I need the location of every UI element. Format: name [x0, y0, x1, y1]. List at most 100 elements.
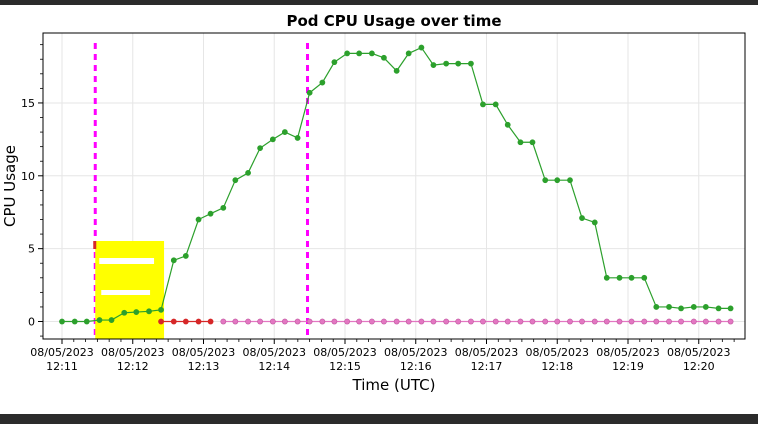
data-point-green: [641, 274, 648, 281]
data-point-green: [727, 305, 734, 312]
x-tick-time: 12:19: [612, 360, 644, 373]
data-point-pink: [641, 318, 648, 325]
data-point-pink: [306, 318, 313, 325]
data-point-pink: [603, 318, 610, 325]
x-tick-date: 08/05/2023: [101, 346, 164, 359]
data-point-green: [281, 129, 288, 135]
chart-title: Pod CPU Usage over time: [286, 12, 501, 30]
data-point-green: [344, 50, 351, 57]
data-point-pink: [715, 318, 722, 325]
data-point-green: [542, 177, 549, 184]
data-point-green: [702, 304, 709, 310]
data-point-pink: [281, 318, 288, 325]
y-tick-label: 10: [21, 170, 35, 183]
data-point-green: [653, 304, 660, 310]
data-point-green: [393, 67, 400, 74]
data-point-green: [269, 136, 276, 143]
data-point-green: [71, 318, 78, 325]
data-point-pink: [455, 318, 462, 325]
data-point-pink: [666, 318, 672, 325]
data-point-pink: [393, 318, 400, 325]
redaction-red-mark: [93, 241, 97, 249]
data-point-pink: [567, 318, 573, 325]
data-point-red: [158, 318, 164, 325]
x-tick-date: 08/05/2023: [384, 346, 447, 359]
data-point-pink: [653, 318, 660, 325]
data-point-green: [232, 177, 239, 184]
data-point-green: [418, 44, 425, 51]
data-point-green: [628, 274, 635, 281]
data-point-green: [368, 50, 375, 57]
data-point-green: [504, 121, 511, 128]
data-point-green: [480, 101, 486, 108]
data-point-green: [430, 62, 437, 68]
data-point-pink: [554, 318, 561, 325]
x-tick-time: 12:18: [541, 360, 573, 373]
data-point-green: [554, 177, 561, 184]
data-point-green: [567, 177, 573, 184]
x-tick-date: 08/05/2023: [526, 346, 589, 359]
data-point-green: [591, 219, 598, 226]
data-point-pink: [468, 318, 474, 325]
data-point-green: [220, 204, 227, 211]
data-point-pink: [269, 318, 276, 325]
data-point-red: [170, 318, 177, 325]
data-point-green: [245, 169, 251, 176]
data-point-green: [678, 305, 684, 312]
data-point-green: [579, 215, 585, 221]
x-tick-time: 12:13: [188, 360, 220, 373]
data-point-pink: [727, 318, 734, 325]
data-point-green: [616, 274, 623, 281]
redaction-gap: [101, 290, 151, 295]
data-point-green: [492, 101, 499, 108]
x-tick-date: 08/05/2023: [596, 346, 659, 359]
data-point-green: [690, 304, 697, 310]
y-axis-label: CPU Usage: [1, 145, 19, 227]
data-point-pink: [591, 318, 598, 325]
data-point-green: [468, 60, 474, 67]
data-point-green: [195, 216, 202, 223]
data-point-green: [294, 135, 301, 141]
data-point-pink: [542, 318, 549, 325]
y-tick-label: 5: [28, 243, 35, 256]
data-point-red: [207, 318, 214, 325]
x-tick-date: 08/05/2023: [172, 346, 235, 359]
data-point-green: [715, 305, 722, 312]
bottom-window-bar: [0, 414, 758, 424]
data-point-pink: [418, 318, 425, 325]
x-tick-time: 12:12: [117, 360, 149, 373]
x-tick-date: 08/05/2023: [455, 346, 518, 359]
top-window-bar: [0, 0, 758, 5]
redaction-gap: [99, 258, 155, 264]
data-point-pink: [430, 318, 437, 325]
x-tick-date: 08/05/2023: [243, 346, 306, 359]
x-tick-time: 12:17: [471, 360, 503, 373]
data-point-green: [455, 60, 462, 67]
data-point-pink: [702, 318, 709, 325]
y-axis-ticks: 0 5 10 15: [21, 44, 43, 337]
data-point-green: [108, 317, 115, 323]
data-point-green: [666, 304, 672, 310]
data-point-green: [356, 50, 363, 57]
data-point-pink: [480, 318, 486, 325]
data-point-pink: [517, 318, 524, 325]
data-point-pink: [220, 318, 227, 325]
data-point-pink: [245, 318, 251, 325]
data-point-green: [443, 60, 450, 67]
x-axis-label: Time (UTC): [352, 376, 436, 394]
data-point-pink: [344, 318, 351, 325]
data-point-pink: [368, 318, 375, 325]
x-tick-date: 08/05/2023: [30, 346, 93, 359]
data-point-green: [405, 50, 412, 57]
data-point-pink: [678, 318, 684, 325]
data-point-green: [257, 145, 263, 152]
data-point-green: [121, 309, 128, 316]
data-point-pink: [257, 318, 263, 325]
series: [59, 44, 734, 325]
data-point-pink: [492, 318, 499, 325]
x-tick-time: 12:15: [329, 360, 361, 373]
data-point-pink: [381, 318, 387, 325]
data-point-pink: [690, 318, 697, 325]
data-point-green: [133, 309, 140, 315]
